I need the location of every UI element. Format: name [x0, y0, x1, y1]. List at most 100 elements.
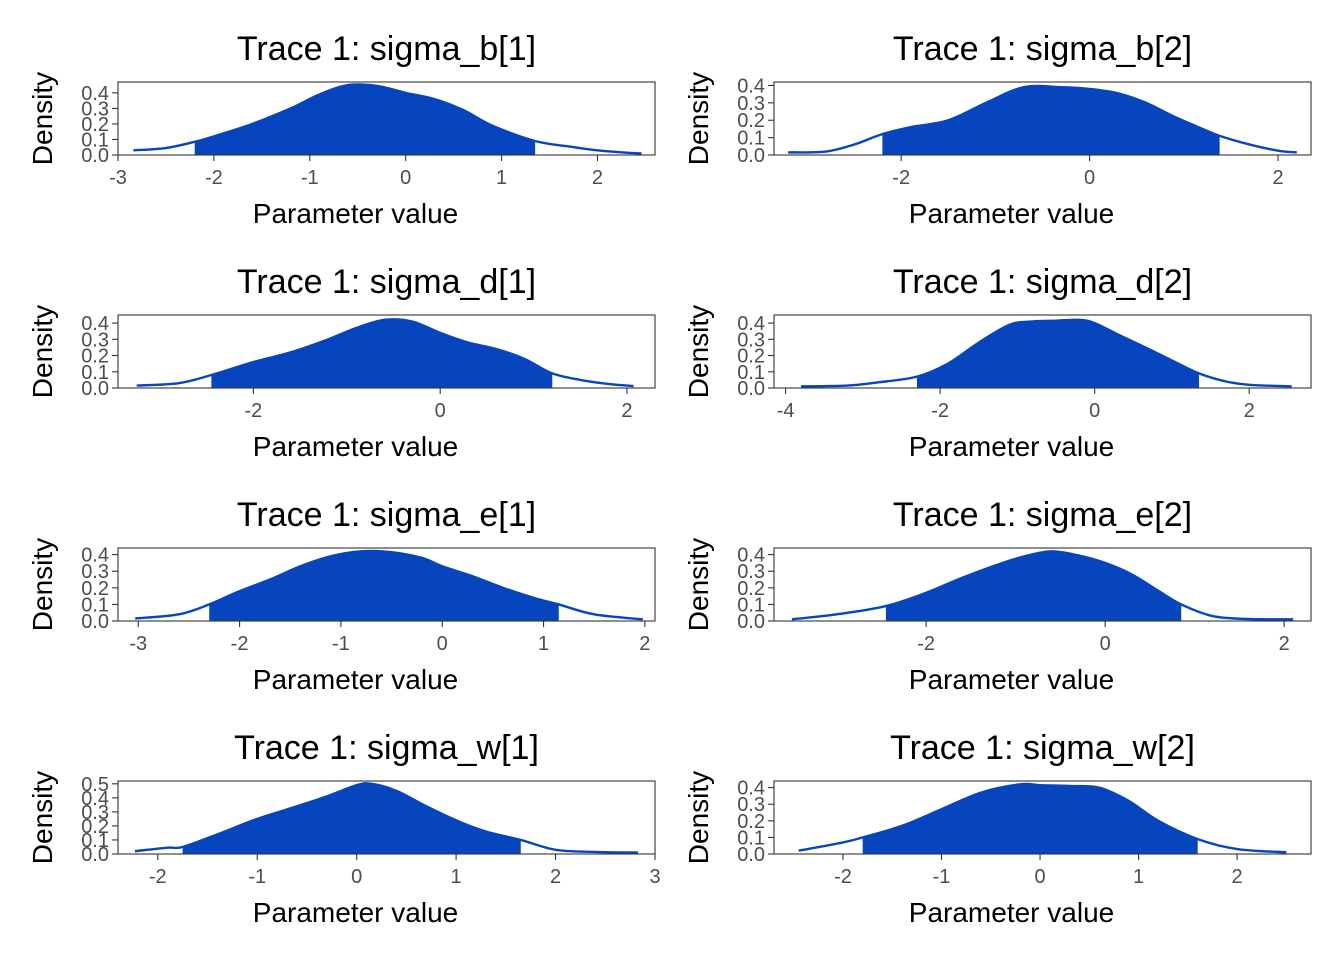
y-tick-label: 0.2	[81, 346, 109, 368]
y-tick-label: 0.4	[737, 778, 765, 800]
panel-title: Trace 1: sigma_b[1]	[237, 30, 536, 68]
x-tick-label: 0	[1089, 400, 1100, 422]
y-tick-label: 0.5	[81, 774, 109, 796]
y-tick-label: 0.4	[81, 313, 109, 335]
x-tick-label: -3	[129, 633, 147, 655]
density-interval-area	[862, 783, 1198, 854]
density-line	[134, 782, 639, 854]
y-tick-label: 0.0	[737, 378, 765, 400]
x-tick-label: -1	[933, 866, 951, 888]
density-panel-3: Trace 1: sigma_d[1] 0.00.10.20.30.4 -2 0 2 Pa…	[27, 263, 656, 462]
y-tick-label: 0.3	[737, 93, 765, 115]
y-tick-label: 0.1	[81, 594, 109, 616]
density-panel-4: Trace 1: sigma_d[2] 0.00.10.20.30.4 -4 -2 0 2…	[683, 263, 1312, 462]
density-line	[135, 549, 643, 621]
x-tick-label: -2	[149, 866, 167, 888]
x-tick-label: -2	[892, 167, 910, 189]
x-axis-title: Parameter value	[909, 897, 1114, 928]
density-interval-area	[882, 85, 1220, 155]
panel-border	[773, 780, 1312, 855]
panel-title: Trace 1: sigma_w[1]	[234, 729, 539, 767]
y-tick-label: 0.0	[737, 844, 765, 866]
density-interval-area	[211, 319, 553, 388]
y-tick-label: 0.3	[81, 98, 109, 120]
density-line	[798, 782, 1287, 854]
y-tick-label: 0.2	[81, 816, 109, 838]
x-axis-title: Parameter value	[909, 431, 1114, 462]
y-axis-title: Density	[27, 538, 58, 631]
x-tick-label: 0	[1034, 866, 1045, 888]
y-tick-label: 0.0	[737, 611, 765, 633]
x-axis-title: Parameter value	[253, 664, 458, 695]
density-interval-area	[182, 783, 521, 854]
x-tick-label: -1	[301, 167, 319, 189]
panel-title: Trace 1: sigma_w[2]	[890, 729, 1195, 767]
density-line	[801, 318, 1292, 388]
x-tick-label: -4	[777, 400, 795, 422]
y-tick-label: 0.1	[81, 830, 109, 852]
density-line	[788, 84, 1297, 154]
density-panel-8: Trace 1: sigma_w[2] 0.00.10.20.30.4 -2 -1 0 1…	[683, 729, 1312, 928]
x-tick-label: -2	[231, 633, 249, 655]
y-tick-label: 0.3	[81, 561, 109, 583]
x-tick-label: -2	[931, 400, 949, 422]
y-tick-label: 0.2	[81, 114, 109, 136]
panel-title: Trace 1: sigma_d[1]	[237, 263, 536, 301]
y-axis-title: Density	[27, 305, 58, 398]
x-tick-label: 0	[437, 633, 448, 655]
x-tick-label: 2	[1272, 167, 1283, 189]
y-tick-label: 0.4	[737, 545, 765, 567]
x-axis-title: Parameter value	[909, 664, 1114, 695]
density-interval-area	[916, 319, 1199, 388]
x-tick-label: 0	[435, 400, 446, 422]
density-panel-5: Trace 1: sigma_e[1] 0.00.10.20.30.4 -3 -2 -1…	[27, 496, 656, 695]
y-tick-label: 0.1	[737, 128, 765, 150]
density-panel-6: Trace 1: sigma_e[2] 0.00.10.20.30.4 -2 0 2 Pa…	[683, 496, 1312, 695]
y-tick-label: 0.1	[81, 362, 109, 384]
y-axis-title: Density	[683, 305, 714, 398]
density-line	[791, 550, 1294, 621]
x-tick-label: 2	[639, 633, 650, 655]
y-tick-label: 0.3	[81, 329, 109, 351]
panel-title: Trace 1: sigma_b[2]	[893, 30, 1192, 68]
x-tick-label: 2	[1279, 633, 1290, 655]
y-tick-label: 0.0	[81, 844, 109, 866]
x-tick-label: 1	[451, 866, 462, 888]
x-tick-label: 2	[592, 167, 603, 189]
x-tick-label: 2	[1232, 866, 1243, 888]
y-tick-label: 0.0	[81, 611, 109, 633]
x-tick-label: -2	[834, 866, 852, 888]
panel-border	[117, 547, 656, 622]
y-tick-label: 0.4	[81, 788, 109, 810]
panel-border	[117, 81, 656, 156]
x-tick-label: 1	[1133, 866, 1144, 888]
x-axis-title: Parameter value	[253, 897, 458, 928]
x-tick-label: 1	[496, 167, 507, 189]
y-tick-label: 0.2	[737, 110, 765, 132]
x-tick-label: 2	[1244, 400, 1255, 422]
y-tick-label: 0.2	[81, 578, 109, 600]
density-interval-area	[209, 550, 559, 621]
y-axis-title: Density	[683, 771, 714, 864]
y-tick-label: 0.2	[737, 811, 765, 833]
y-tick-label: 0.0	[737, 145, 765, 167]
y-tick-label: 0.4	[81, 83, 109, 105]
y-tick-label: 0.2	[737, 346, 765, 368]
y-axis-title: Density	[683, 538, 714, 631]
panel-title: Trace 1: sigma_e[2]	[893, 496, 1192, 534]
density-interval-area	[885, 551, 1182, 621]
x-tick-label: 2	[621, 400, 632, 422]
y-tick-label: 0.4	[737, 313, 765, 335]
x-tick-label: -2	[205, 167, 223, 189]
y-tick-label: 0.3	[737, 794, 765, 816]
x-tick-label: 3	[649, 866, 660, 888]
density-line	[133, 83, 642, 155]
density-interval-area	[194, 84, 536, 155]
y-tick-label: 0.2	[737, 578, 765, 600]
x-tick-label: 2	[550, 866, 561, 888]
y-axis-title: Density	[27, 771, 58, 864]
panel-border	[117, 780, 656, 855]
y-tick-label: 0.1	[81, 129, 109, 151]
y-tick-label: 0.4	[81, 545, 109, 567]
